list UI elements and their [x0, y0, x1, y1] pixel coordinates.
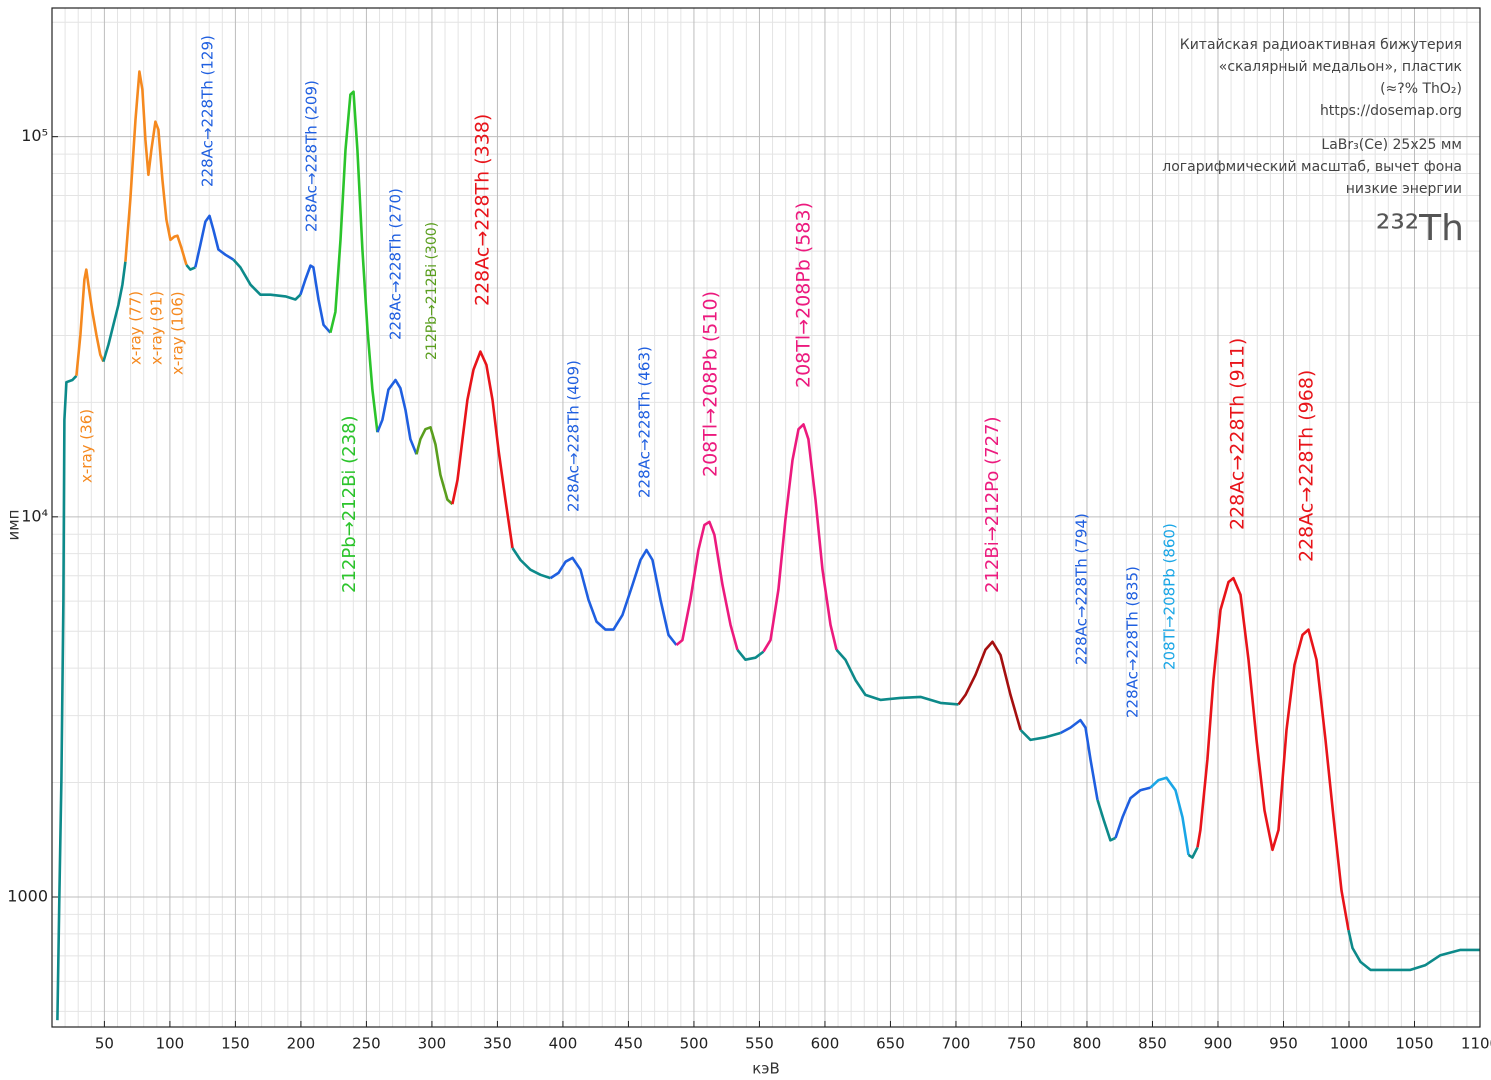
peak-annotation: 228Ac→228Th (409) [565, 360, 583, 512]
x-tick-label: 200 [287, 1035, 316, 1053]
x-tick-label: 550 [745, 1035, 774, 1053]
x-axis-label: кэВ [752, 1060, 780, 1078]
peak-annotation: 228Ac→228Th (338) [472, 114, 494, 306]
spectrum-segment [1149, 776, 1190, 856]
peak-annotation: 208Tl→208Pb (510) [700, 291, 722, 477]
peak-annotation: 208Tl→208Pb (860) [1161, 523, 1179, 670]
spectrum-segment [299, 264, 332, 334]
labels: 50 100 150 200 250 300 350 400 450 500 550 600 650 70… [7, 35, 1491, 1052]
spectrum-segment [75, 268, 105, 376]
spectrum-segment [1196, 576, 1350, 931]
spectrum-segment [124, 70, 188, 266]
spectrum-segment [762, 423, 838, 653]
peak-annotation: 228Ac→228Th (835) [1124, 566, 1142, 718]
peak-annotation: x-ray (36) [78, 409, 96, 483]
x-tick-label: 100 [156, 1035, 185, 1053]
x-tick-label: 750 [1007, 1035, 1036, 1053]
info-line: Китайская радиоактивная бижутерия [1180, 37, 1462, 53]
peak-annotation: 228Ac→228Th (129) [199, 35, 217, 187]
spectrum-segment [1096, 799, 1117, 842]
y-axis-label: имп [5, 510, 23, 541]
spectrum-segment [1059, 718, 1099, 801]
spectrum-segment [835, 648, 959, 706]
x-tick-label: 50 [95, 1035, 114, 1053]
spectrum-segment [1347, 929, 1480, 972]
peak-annotation: 228Ac→228Th (463) [636, 346, 654, 498]
spectrum-segment [194, 214, 235, 268]
plot-frame [51, 7, 1481, 1028]
spectrum-segment [549, 548, 678, 646]
peak-annotation: 228Ac→228Th (794) [1073, 513, 1091, 665]
peak-annotation: x-ray (91) [148, 291, 166, 365]
y-tick-label: 10⁴ [21, 506, 48, 525]
peak-annotation: 212Pb→212Bi (238) [339, 415, 360, 593]
peak-annotation: 228Ac→228Th (968) [1296, 370, 1318, 562]
x-tick-label: 250 [352, 1035, 381, 1053]
y-tick-label: 10⁵ [21, 126, 48, 145]
x-tick-label: 450 [614, 1035, 643, 1053]
x-tick-label: 350 [483, 1035, 512, 1053]
x-tick-label: 600 [811, 1035, 840, 1053]
x-tick-label: 500 [680, 1035, 709, 1053]
peak-annotation: 228Ac→228Th (911) [1227, 338, 1249, 530]
peak-annotation: 208Tl→208Pb (583) [793, 202, 815, 388]
spectrum-segment [451, 350, 514, 549]
spectrum-segment [1019, 729, 1061, 742]
spectrum-segment [1187, 846, 1199, 859]
spectrum-segment [329, 90, 379, 433]
x-tick-label: 850 [1138, 1035, 1167, 1053]
x-tick-label: 950 [1269, 1035, 1298, 1053]
peak-annotation: 212Bi→212Po (727) [982, 417, 1003, 594]
x-tick-label: 1000 [1330, 1035, 1368, 1053]
x-tick-label: 650 [876, 1035, 905, 1053]
spectrum-segment [1114, 786, 1151, 839]
info-line: низкие энергии [1346, 181, 1462, 197]
spectrum-segment [102, 261, 127, 362]
spectrum-segment [232, 258, 302, 301]
plot-lines [56, 70, 1480, 1021]
x-tick-label: 150 [221, 1035, 250, 1053]
spectrum-segment [56, 374, 78, 1021]
info-line: https://dosemap.org [1320, 103, 1462, 119]
peak-annotation: 212Pb→212Bi (300) [424, 222, 440, 360]
x-tick-label: 900 [1204, 1035, 1233, 1053]
spectrum-segment [957, 640, 1022, 731]
spectrum-segment [415, 426, 454, 506]
x-tick-label: 700 [942, 1035, 971, 1053]
info-line: LaBr₃(Ce) 25x25 мм [1321, 137, 1462, 153]
spectrum-segment [736, 648, 765, 661]
x-tick-label: 400 [549, 1035, 578, 1053]
peak-annotation: 228Ac→228Th (209) [303, 80, 321, 232]
peak-annotation: 228Ac→228Th (270) [387, 188, 405, 340]
isotope-label: ²³²Th [1376, 208, 1464, 249]
x-tick-label: 1050 [1395, 1035, 1433, 1053]
info-line: (≈?% ThO₂) [1380, 81, 1462, 97]
spectrum-segment [511, 547, 551, 580]
peak-annotation: x-ray (106) [169, 291, 187, 375]
spectrum-segment [376, 378, 418, 455]
x-tick-label: 800 [1073, 1035, 1102, 1053]
x-tick-label: 300 [418, 1035, 447, 1053]
spectrum-segment [675, 520, 739, 651]
grid [52, 8, 1481, 1027]
spectrum-segment [185, 264, 196, 271]
peak-annotation: x-ray (77) [127, 291, 145, 365]
info-line: «скалярный медальон», пластик [1219, 59, 1462, 75]
info-line: логарифмический масштаб, вычет фона [1162, 159, 1462, 175]
y-tick-label: 1000 [7, 886, 48, 905]
x-tick-label: 1100 [1461, 1035, 1491, 1053]
